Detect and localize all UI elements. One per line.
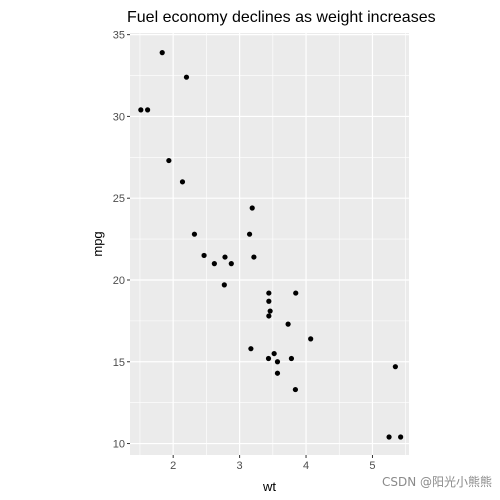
x-tick-label: 2 xyxy=(170,460,176,472)
data-point xyxy=(228,261,234,267)
data-point xyxy=(267,308,273,314)
y-tick-label: 30 xyxy=(113,111,125,123)
data-point xyxy=(246,231,253,237)
data-point xyxy=(288,355,295,362)
x-axis-title: wt xyxy=(262,479,276,494)
y-tick-label: 20 xyxy=(113,275,125,287)
data-point xyxy=(166,157,172,164)
y-axis: 10 15 20 25 30 35 xyxy=(113,30,130,451)
data-point xyxy=(266,290,272,296)
x-tick-label: 4 xyxy=(303,460,309,472)
minor-grid xyxy=(130,33,409,455)
data-point xyxy=(179,179,186,185)
data-points xyxy=(138,50,404,440)
data-point xyxy=(266,313,272,319)
data-point xyxy=(183,74,190,80)
data-point xyxy=(211,261,217,267)
data-point xyxy=(274,359,281,365)
data-point xyxy=(398,434,404,440)
data-point xyxy=(266,298,272,304)
data-point xyxy=(251,254,257,260)
data-point xyxy=(265,355,272,362)
data-point xyxy=(271,350,277,357)
chart-title: Fuel economy declines as weight increase… xyxy=(127,9,436,26)
y-tick-label: 10 xyxy=(113,439,125,451)
x-tick-label: 3 xyxy=(237,460,243,472)
watermark-text: CSDN @阳光小熊熊 xyxy=(381,475,492,489)
data-point xyxy=(392,364,398,370)
data-point xyxy=(145,107,151,113)
data-point xyxy=(308,336,314,342)
y-tick-label: 25 xyxy=(113,193,125,205)
x-axis: 2 3 4 5 xyxy=(170,455,376,472)
data-point xyxy=(248,346,254,352)
data-point xyxy=(386,434,392,440)
data-point xyxy=(138,107,144,113)
data-point xyxy=(222,254,228,260)
data-point xyxy=(293,290,299,296)
data-point xyxy=(285,321,291,327)
y-tick-label: 15 xyxy=(113,357,125,369)
data-point xyxy=(191,231,198,237)
major-grid xyxy=(130,33,409,455)
data-point xyxy=(221,282,227,288)
data-point xyxy=(159,50,165,56)
data-point xyxy=(201,252,207,259)
plot-panel xyxy=(130,33,409,455)
y-axis-title: mpg xyxy=(90,231,105,256)
data-point xyxy=(274,370,281,376)
y-tick-label: 35 xyxy=(113,30,125,42)
data-point xyxy=(249,205,255,211)
x-tick-label: 5 xyxy=(369,460,375,472)
data-point xyxy=(292,386,299,393)
